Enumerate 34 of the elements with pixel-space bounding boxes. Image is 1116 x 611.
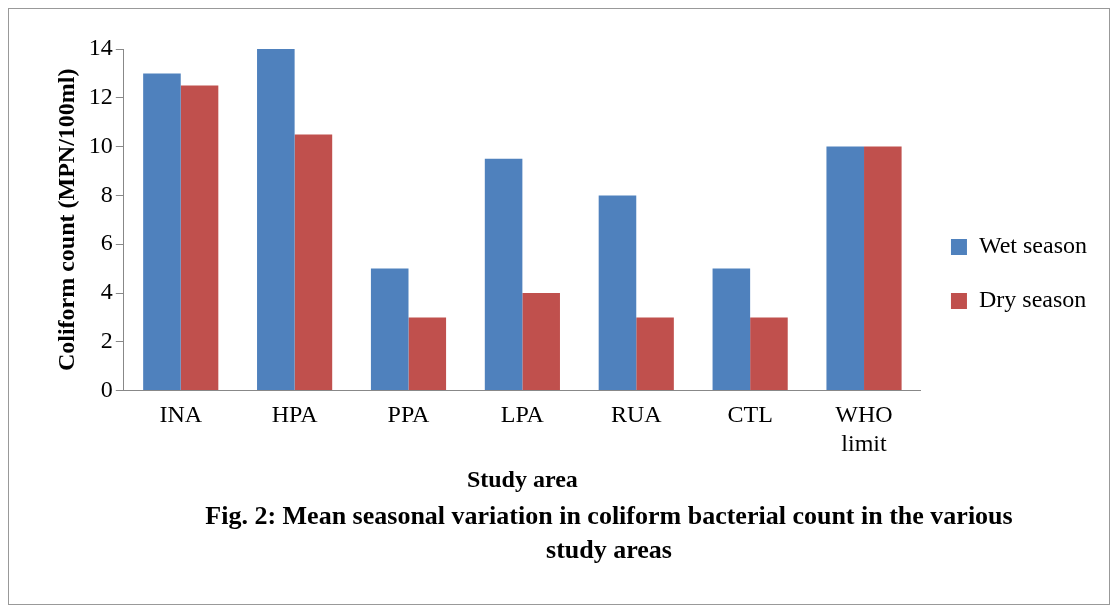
x-tick-label: CTL bbox=[727, 401, 773, 428]
legend-label: Dry season bbox=[978, 286, 1087, 313]
y-tick-label: 4 bbox=[100, 278, 113, 305]
bar bbox=[636, 317, 674, 391]
bar bbox=[484, 158, 523, 391]
x-tick-label: LPA bbox=[500, 401, 545, 428]
bar bbox=[370, 268, 409, 391]
x-tick-label: HPA bbox=[271, 401, 319, 428]
y-tick-label: 6 bbox=[100, 229, 113, 256]
x-axis-title: Study area bbox=[466, 465, 578, 492]
y-tick-label: 14 bbox=[88, 34, 113, 61]
bar bbox=[712, 268, 751, 391]
bar bbox=[257, 49, 295, 391]
bar bbox=[522, 293, 560, 391]
bar bbox=[143, 73, 181, 391]
legend-label: Wet season bbox=[978, 232, 1088, 259]
y-tick-label: 12 bbox=[88, 83, 113, 110]
x-tick-label: INA bbox=[159, 401, 203, 428]
bar bbox=[864, 146, 902, 391]
x-tick-label: RUA bbox=[610, 401, 663, 428]
bar bbox=[598, 195, 637, 391]
bar bbox=[826, 146, 865, 391]
bar bbox=[180, 85, 219, 391]
y-tick-label: 2 bbox=[100, 327, 113, 354]
x-tick-label: WHO limit bbox=[835, 401, 893, 457]
y-tick-label: 0 bbox=[100, 375, 113, 402]
bar bbox=[408, 317, 447, 391]
y-tick-label: 8 bbox=[100, 180, 113, 207]
y-tick-label: 10 bbox=[88, 131, 113, 158]
x-tick-label: PPA bbox=[387, 401, 431, 428]
text: Fig. 2: Mean seasonal variation in coliform bacterial count in the various study areas bbox=[204, 500, 1014, 566]
y-axis-title: Coliform count (MPN/100ml) bbox=[52, 68, 79, 372]
bar bbox=[294, 134, 333, 391]
bar bbox=[750, 317, 788, 391]
